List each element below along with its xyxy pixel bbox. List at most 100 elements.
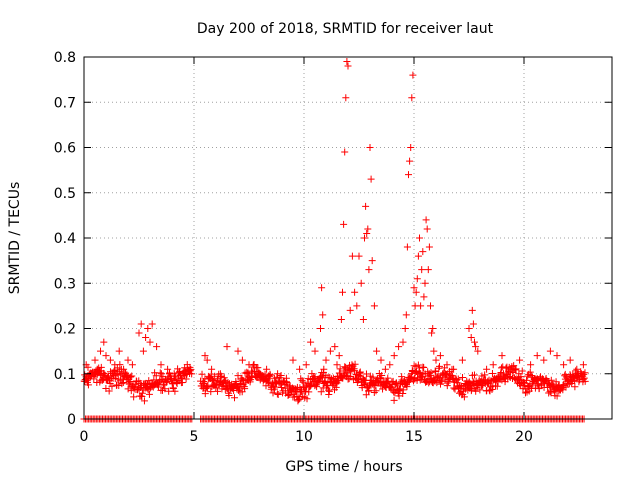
data-point-peak [469,320,477,328]
data-point-peak [120,365,128,373]
data-point [326,373,334,381]
data-point-peak [318,284,326,292]
data-point-peak [425,243,433,251]
data-point-peak [93,365,101,373]
data-point [298,377,306,385]
data-point [500,374,508,382]
data-point-peak [419,248,427,256]
data-point-peak [540,356,548,364]
data-point [214,387,222,395]
data-point [370,388,378,396]
data-point [350,367,358,375]
data-point [126,378,134,386]
data-point [443,370,451,378]
data-point [224,379,232,387]
chart-title: Day 200 of 2018, SRMTID for receiver lau… [197,21,494,37]
data-point-peak [474,347,482,355]
data-point-peak [413,275,421,283]
data-point-peak [546,347,554,355]
data-point-peak [263,365,271,373]
data-point-peak [203,356,211,364]
data-point [434,372,442,380]
data-point [305,388,313,396]
data-point [443,382,451,390]
data-point-peak [106,356,114,364]
data-point-peak [402,311,410,319]
data-point-peak [483,365,491,373]
data-point [145,390,153,398]
data-point [100,370,108,378]
data-point-peak [370,302,378,310]
data-point-peak [436,352,444,360]
data-point-peak [274,370,282,378]
data-point-peak [418,266,426,274]
data-point [152,372,160,380]
data-point [571,383,579,391]
data-point-peak [472,343,480,351]
data-point [533,380,541,388]
data-point [348,361,356,369]
data-point [105,387,113,395]
data-point-peak [409,71,417,79]
data-point-peak [357,279,365,287]
data-point-peak [579,361,587,369]
data-point [90,375,98,383]
data-point [570,377,578,385]
data-point-peak [498,352,506,360]
data-point [234,372,242,380]
data-point-peak [139,347,147,355]
data-point-peak [223,343,231,351]
data-point [273,390,281,398]
data-point [178,378,186,386]
data-point [112,370,120,378]
data-point [399,389,407,397]
data-point-peak [420,293,428,301]
data-point-peak [337,315,345,323]
data-point-peak [100,338,108,346]
data-point [553,392,561,400]
data-point-peak [412,288,420,296]
data-point [342,363,350,371]
y-tick-label: 0.5 [54,186,76,202]
data-point-peak [361,234,368,242]
data-point [561,372,569,380]
data-point [372,387,380,395]
data-point-peak [170,370,178,378]
data-point-peak [344,62,352,70]
data-point [209,377,217,385]
data-point [84,381,92,389]
data-point [527,372,535,380]
data-point [395,385,403,393]
data-point-peak [373,347,381,355]
data-point-peak [423,225,431,233]
data-point-peak [516,356,524,364]
data-point-peak [177,374,185,382]
data-point-peak [386,361,394,369]
x-tick-label: 20 [515,429,533,445]
data-point-peak [256,370,264,378]
data-point-peak [342,94,350,102]
axis-ticks: 0 5 10 15 20 0 0.1 0.2 0.3 0.4 0.5 0.6 0.7 0.8 [54,50,612,445]
data-point-peak [377,356,385,364]
data-point-peak [368,257,376,265]
data-point-peak [429,325,437,332]
data-point-peak [331,343,339,351]
x-axis-label: GPS time / hours [285,459,402,475]
data-point-peak [364,225,372,233]
data-point [266,371,274,379]
data-point [313,383,321,391]
data-point-peak [362,202,370,210]
data-point [271,378,279,386]
data-point [254,364,262,372]
data-point [138,393,146,401]
x-tick-label: 10 [295,429,313,445]
data-point [334,377,342,385]
data-point-peak [395,343,403,351]
data-point-peak [450,365,458,373]
data-point [371,382,379,390]
data-point [115,381,123,389]
data-point [96,371,104,379]
data-point-peak [146,338,154,346]
data-point-peak [326,347,334,355]
data-point [362,370,370,378]
